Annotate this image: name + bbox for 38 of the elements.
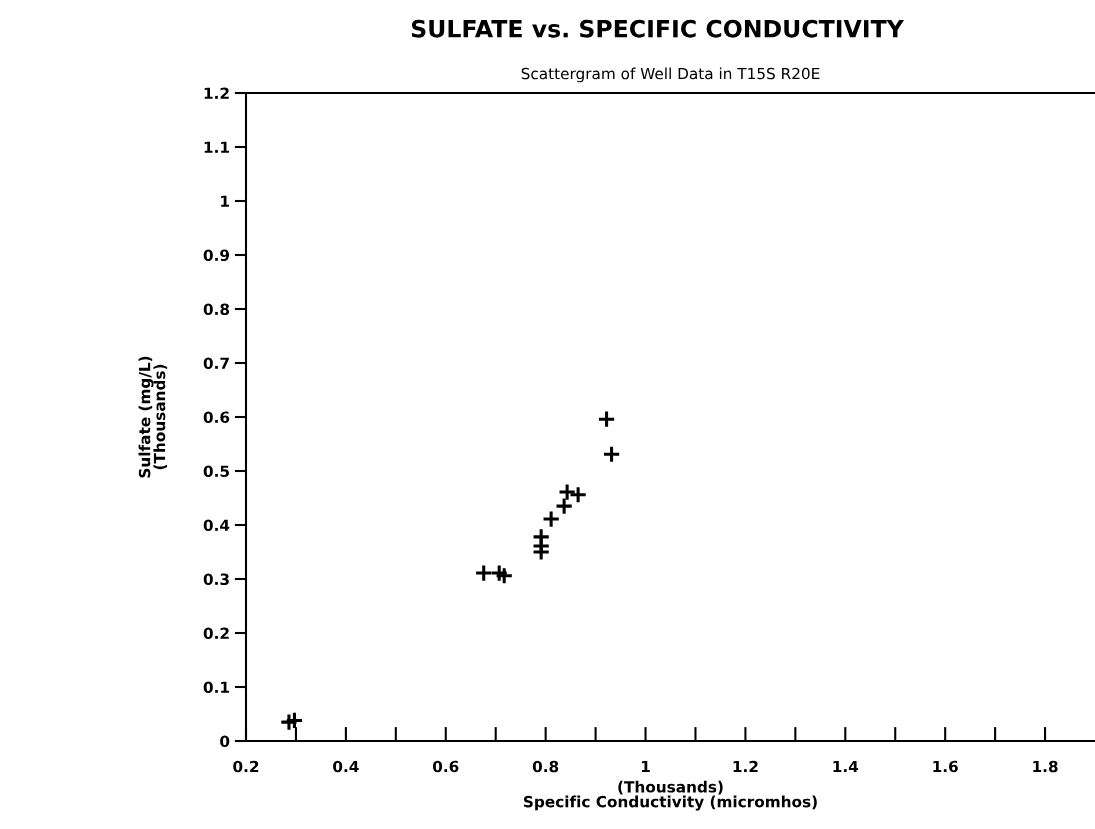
y-tick-label: 1 (221, 195, 229, 207)
x-tick-label: 1.4 (833, 760, 859, 773)
point (474, 563, 493, 583)
point (542, 509, 561, 529)
x-tick-label: 0.4 (333, 760, 359, 773)
y-tick-label: 1.1 (204, 141, 229, 153)
y-axis-title: Sulfate (mg/L) (Thousands) (138, 356, 168, 478)
x-tick-label: 1.6 (933, 760, 958, 773)
y-tick-label: 0.9 (203, 249, 230, 262)
point (568, 485, 588, 504)
point (554, 496, 574, 516)
x-tick-label: 1.8 (1033, 760, 1058, 773)
y-tick-label: 0.1 (203, 681, 229, 694)
x-tick-label: 0.8 (532, 760, 559, 773)
x-tick-label: 0.2 (233, 760, 259, 773)
y-tick-label: 0.4 (203, 519, 230, 532)
y-tick-label: 1.2 (204, 87, 229, 99)
y-tick-label: 0.6 (203, 411, 230, 424)
x-axis-title: (Thousands) Specific Conductivity (micromhos) (523, 780, 817, 811)
point (285, 711, 304, 730)
y-tick-label: 0.3 (203, 573, 229, 586)
point (532, 542, 551, 562)
point (557, 482, 577, 502)
point (279, 712, 299, 732)
y-tick-label: 0.5 (203, 465, 229, 478)
point (490, 563, 509, 583)
y-tick-label: 0 (220, 735, 230, 748)
x-tick-label: 1 (641, 760, 650, 773)
y-tick-label: 0.8 (203, 303, 230, 316)
point (602, 445, 621, 464)
chart-subtitle: Scattergram of Well Data in T15S R20E (521, 67, 820, 83)
y-tick-label: 0.2 (203, 627, 229, 640)
point (597, 410, 616, 429)
point (495, 566, 514, 585)
x-tick-label: 0.6 (432, 760, 459, 773)
y-tick-label: 0.7 (203, 357, 229, 370)
x-tick-label: 1.2 (733, 760, 758, 773)
chart-title: SULFATE vs. SPECIFIC CONDUCTIVITY (411, 19, 905, 38)
